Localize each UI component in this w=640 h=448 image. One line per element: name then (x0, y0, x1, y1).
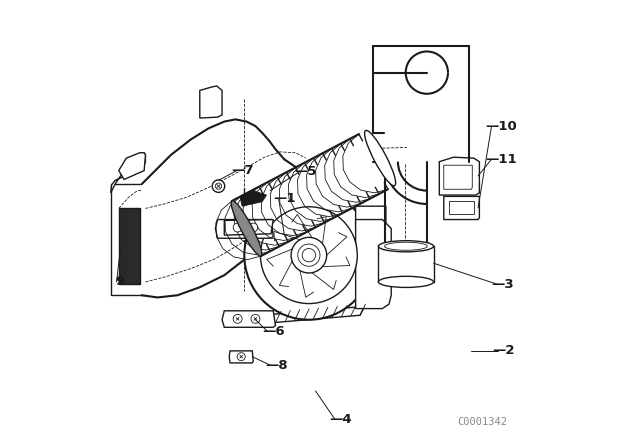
Circle shape (298, 244, 320, 266)
Text: —10: —10 (486, 121, 517, 134)
Polygon shape (439, 157, 479, 195)
Polygon shape (229, 351, 253, 363)
Ellipse shape (378, 276, 433, 288)
Text: 9: 9 (115, 276, 124, 289)
Polygon shape (356, 206, 386, 228)
Circle shape (233, 223, 242, 232)
Polygon shape (449, 201, 474, 214)
Polygon shape (240, 190, 267, 206)
Polygon shape (232, 134, 388, 256)
Circle shape (251, 314, 260, 323)
Text: —1: —1 (273, 192, 295, 205)
Polygon shape (228, 306, 365, 327)
Text: —7: —7 (231, 164, 253, 177)
Circle shape (233, 314, 242, 323)
Ellipse shape (365, 130, 396, 186)
Polygon shape (111, 184, 145, 295)
Polygon shape (356, 220, 391, 309)
Text: C0001342: C0001342 (458, 417, 508, 427)
Circle shape (237, 353, 245, 361)
Text: —2: —2 (492, 345, 515, 358)
Circle shape (216, 183, 221, 189)
Text: —6: —6 (262, 325, 285, 338)
Polygon shape (224, 220, 273, 235)
Circle shape (291, 237, 326, 273)
Text: —8: —8 (265, 359, 288, 372)
Polygon shape (444, 165, 472, 189)
Ellipse shape (385, 242, 428, 250)
Polygon shape (119, 153, 145, 180)
Polygon shape (119, 208, 140, 284)
Polygon shape (216, 220, 273, 238)
Text: —3: —3 (491, 278, 513, 291)
Circle shape (302, 249, 316, 262)
Ellipse shape (231, 201, 262, 256)
Circle shape (212, 180, 225, 192)
Polygon shape (142, 119, 311, 297)
Circle shape (249, 223, 258, 232)
Polygon shape (373, 46, 469, 162)
Text: —5: —5 (294, 165, 317, 178)
Circle shape (244, 190, 373, 320)
Polygon shape (111, 153, 145, 193)
Polygon shape (200, 86, 222, 118)
Text: —11: —11 (486, 153, 517, 166)
Polygon shape (444, 196, 479, 220)
Polygon shape (378, 246, 433, 282)
Ellipse shape (378, 241, 433, 252)
Text: —4: —4 (329, 413, 351, 426)
Polygon shape (222, 311, 275, 327)
Circle shape (260, 207, 357, 304)
